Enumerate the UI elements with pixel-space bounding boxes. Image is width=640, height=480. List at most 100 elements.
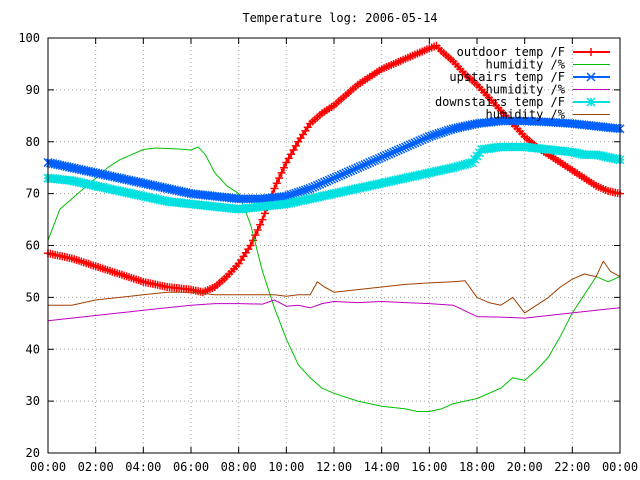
series-5 xyxy=(48,260,621,314)
y-tick-label: 20 xyxy=(26,446,40,460)
legend-label: humidity /% xyxy=(486,58,566,72)
data-point xyxy=(319,177,329,187)
data-point xyxy=(353,163,363,173)
data-point xyxy=(381,150,391,160)
data-point xyxy=(386,148,396,158)
data-point xyxy=(329,173,339,183)
data-point xyxy=(270,184,279,193)
data-point xyxy=(420,134,430,144)
series-3 xyxy=(47,299,621,322)
data-point xyxy=(282,158,291,167)
series-line xyxy=(48,260,621,314)
data-point xyxy=(275,174,284,183)
x-tick-label: 00:00 xyxy=(602,460,638,474)
data-point xyxy=(343,167,353,177)
data-point xyxy=(587,48,595,56)
data-point xyxy=(336,170,346,180)
x-tick-label: 18:00 xyxy=(459,460,495,474)
data-point xyxy=(334,171,344,181)
y-tick-label: 90 xyxy=(26,83,40,97)
data-point xyxy=(398,143,408,153)
x-tick-label: 08:00 xyxy=(221,460,257,474)
series-1 xyxy=(47,146,621,412)
x-tick-label: 14:00 xyxy=(364,460,400,474)
series-4 xyxy=(43,142,625,214)
data-point xyxy=(369,155,380,165)
data-point xyxy=(308,182,318,192)
y-tick-label: 70 xyxy=(26,187,40,201)
legend-label: upstairs temp /F xyxy=(449,70,565,84)
data-point xyxy=(246,241,255,250)
chart-title: Temperature log: 2006-05-14 xyxy=(242,11,437,25)
y-tick-label: 30 xyxy=(26,394,40,408)
y-tick-label: 80 xyxy=(26,135,40,149)
data-point xyxy=(422,133,432,143)
data-point xyxy=(291,141,300,150)
grid xyxy=(48,38,620,453)
x-tick-label: 00:00 xyxy=(30,460,66,474)
data-point xyxy=(277,168,286,177)
data-point xyxy=(348,165,358,175)
data-point xyxy=(260,209,269,218)
legend-label: downstairs temp /F xyxy=(435,95,565,109)
data-point xyxy=(367,156,377,166)
y-tick-label: 60 xyxy=(26,239,40,253)
data-point xyxy=(389,147,399,157)
legend-label: outdoor temp /F xyxy=(457,45,565,59)
y-axis-ticks: 20 30 40 50 60 70 80 90 100 xyxy=(18,31,620,460)
x-tick-label: 02:00 xyxy=(78,460,114,474)
legend-label: humidity /% xyxy=(486,83,566,97)
data-point xyxy=(408,139,418,149)
data-point xyxy=(251,231,260,240)
x-tick-label: 16:00 xyxy=(411,460,447,474)
data-point xyxy=(410,138,420,148)
data-point xyxy=(372,154,382,164)
x-tick-label: 12:00 xyxy=(316,460,352,474)
data-point xyxy=(379,151,389,161)
data-point xyxy=(305,183,315,193)
data-point xyxy=(279,163,288,172)
data-point xyxy=(284,154,293,163)
x-tick-label: 10:00 xyxy=(268,460,304,474)
data-point xyxy=(405,140,415,150)
data-point xyxy=(384,149,394,159)
data-point xyxy=(360,160,370,170)
data-point xyxy=(317,178,327,188)
legend-label: humidity /% xyxy=(486,108,566,122)
data-point xyxy=(312,180,322,190)
x-axis-ticks: 00:00 02:00 04:00 06:00 08:00 10:00 12:00 14:00… xyxy=(30,38,638,474)
data-point xyxy=(253,225,262,234)
x-tick-label: 06:00 xyxy=(173,460,209,474)
data-point xyxy=(355,162,365,172)
data-point xyxy=(365,157,375,168)
x-tick-label: 20:00 xyxy=(507,460,543,474)
data-point xyxy=(248,236,257,245)
data-point xyxy=(350,164,360,174)
plot-frame xyxy=(47,37,621,454)
series-2 xyxy=(43,116,625,204)
data-point xyxy=(362,159,372,169)
y-tick-label: 50 xyxy=(26,290,40,304)
data-point xyxy=(393,145,403,155)
series-line xyxy=(47,146,621,412)
data-point xyxy=(403,141,413,151)
data-point xyxy=(374,153,384,163)
series-line xyxy=(47,299,621,322)
data-point xyxy=(327,174,337,184)
series-layer xyxy=(43,41,625,412)
data-point xyxy=(339,169,349,179)
data-point xyxy=(315,179,325,189)
data-point xyxy=(303,184,313,194)
data-point xyxy=(415,136,425,146)
data-point xyxy=(289,146,298,155)
data-point xyxy=(258,215,267,224)
y-tick-label: 100 xyxy=(18,31,40,45)
data-point xyxy=(586,97,596,107)
x-tick-label: 04:00 xyxy=(125,460,161,474)
data-point xyxy=(322,176,332,186)
data-point xyxy=(358,161,368,171)
data-point xyxy=(272,179,281,188)
y-tick-label: 40 xyxy=(26,342,40,356)
